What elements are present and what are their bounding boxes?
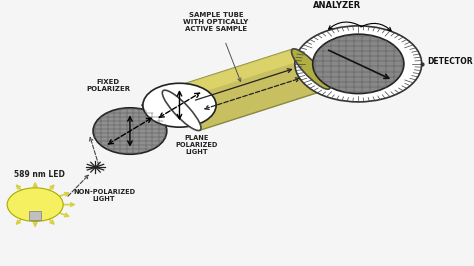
Ellipse shape [93,108,167,154]
Text: ANALYZER: ANALYZER [313,1,361,10]
Polygon shape [164,49,329,130]
Circle shape [143,83,216,127]
Text: 589 nm LED: 589 nm LED [14,170,65,179]
Text: NON-POLARIZED
LIGHT: NON-POLARIZED LIGHT [73,189,135,202]
FancyBboxPatch shape [29,211,41,220]
Text: DETECTOR: DETECTOR [427,57,473,66]
Circle shape [7,188,63,221]
Circle shape [295,26,422,102]
Polygon shape [164,49,303,101]
Ellipse shape [292,49,330,89]
Text: FIXED
POLARIZER: FIXED POLARIZER [86,79,130,92]
Ellipse shape [313,34,404,94]
Text: PLANE
POLARIZED
LIGHT: PLANE POLARIZED LIGHT [175,135,218,155]
Ellipse shape [162,90,201,131]
Text: SAMPLE TUBE
WITH OPTICALLY
ACTIVE SAMPLE: SAMPLE TUBE WITH OPTICALLY ACTIVE SAMPLE [183,12,249,32]
